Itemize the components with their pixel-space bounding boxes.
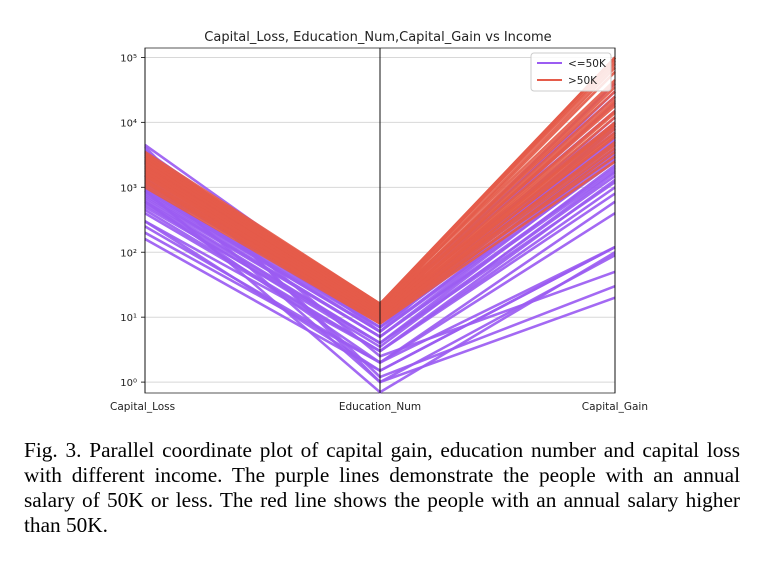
x-category-label: Capital_Gain <box>582 401 648 413</box>
chart-canvas: Capital_Loss, Education_Num,Capital_Gain… <box>110 30 648 413</box>
x-category-label: Education_Num <box>339 401 421 413</box>
y-tick-label: 10⁴ <box>120 118 137 129</box>
y-tick-label: 10¹ <box>120 313 137 324</box>
chart-title: Capital_Loss, Education_Num,Capital_Gain… <box>204 30 551 45</box>
legend-label-gt50k: >50K <box>568 75 598 87</box>
y-tick-label: 10² <box>120 248 137 259</box>
category-axes: Capital_Loss Education_Num Capital_Gain <box>110 48 648 413</box>
parallel-coordinates-chart: Capital_Loss, Education_Num,Capital_Gain… <box>110 30 648 413</box>
y-tick-label: 10³ <box>120 183 137 194</box>
y-axis-ticks: 10⁰ 10¹ 10² 10³ 10⁴ 10⁵ <box>120 53 145 389</box>
figure-caption: Fig. 3. Parallel coordinate plot of capi… <box>24 438 740 537</box>
y-tick-label: 10⁰ <box>120 378 137 389</box>
legend-label-le50k: <=50K <box>568 58 607 70</box>
x-category-label: Capital_Loss <box>110 401 175 413</box>
y-tick-label: 10⁵ <box>120 53 137 64</box>
legend: <=50K >50K <box>530 52 612 92</box>
